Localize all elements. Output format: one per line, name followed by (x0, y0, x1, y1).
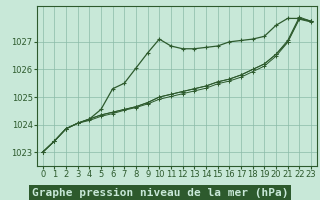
Text: Graphe pression niveau de la mer (hPa): Graphe pression niveau de la mer (hPa) (32, 188, 288, 198)
